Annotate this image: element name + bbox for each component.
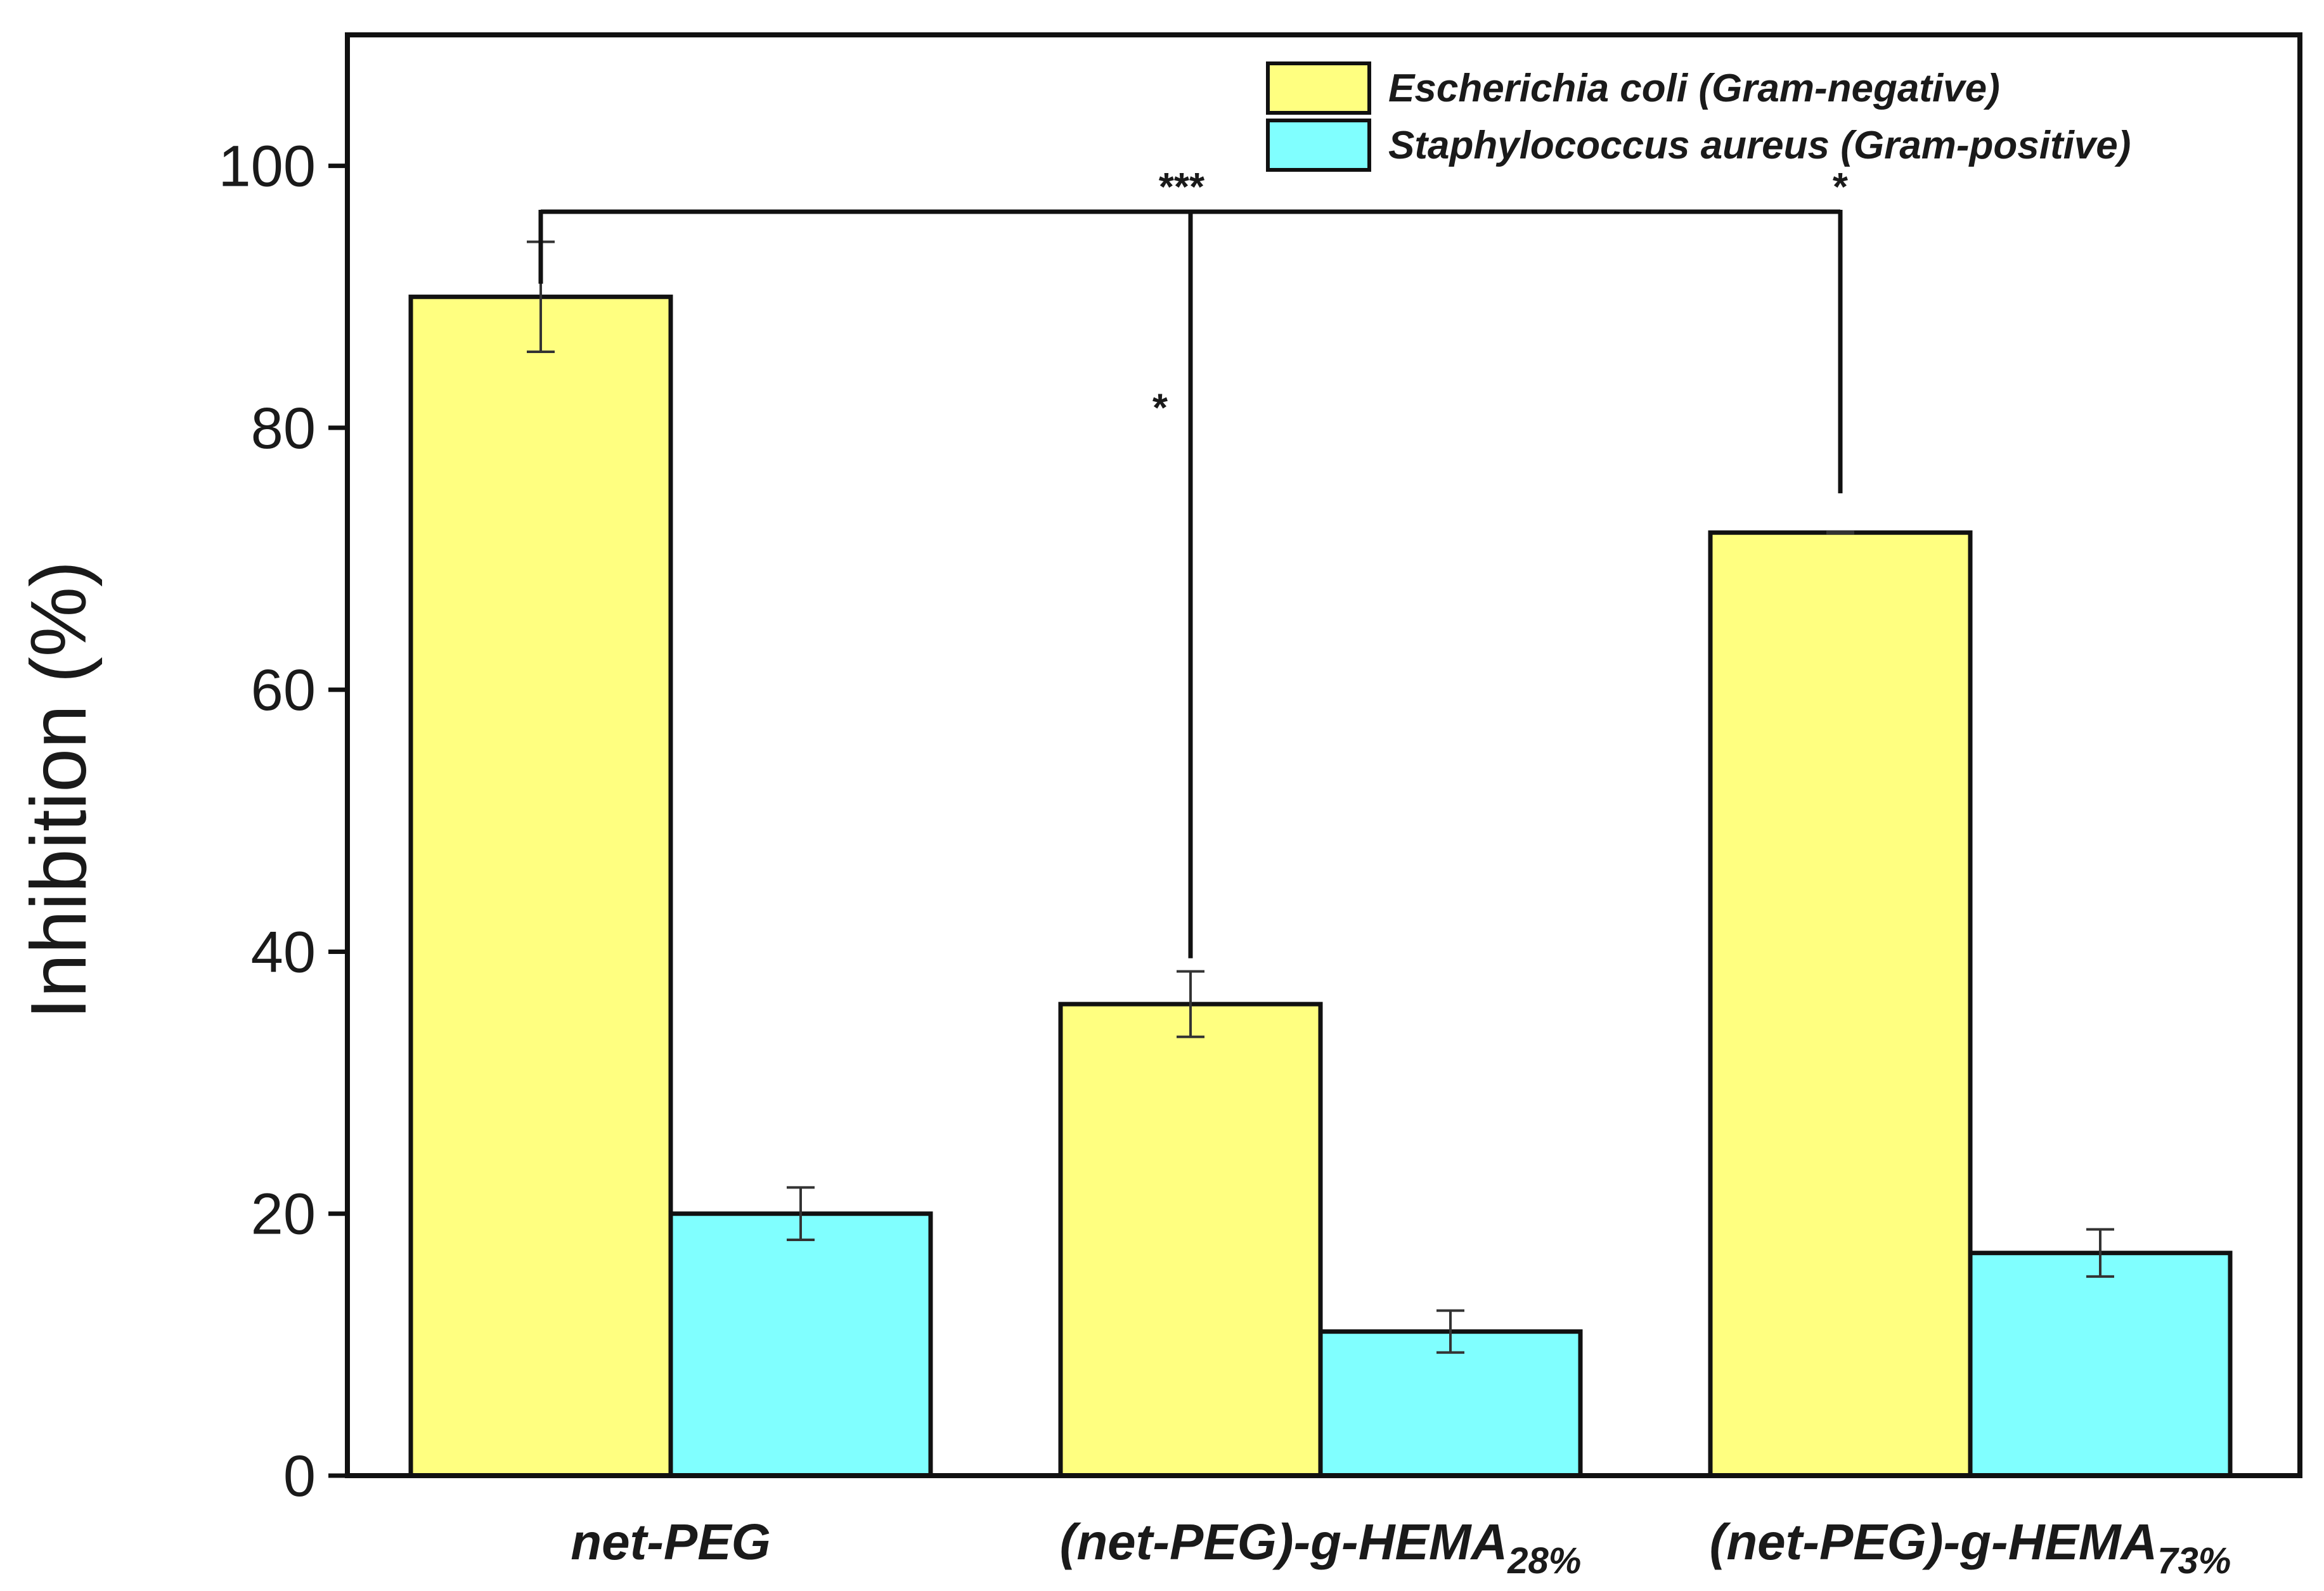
plot-frame — [345, 32, 2302, 1478]
y-tick-label: 20 — [251, 1182, 316, 1247]
x-category-label-1: (net-PEG)-g-HEMA28% — [1060, 1514, 1582, 1581]
bar-ecoli-2 — [1708, 530, 1973, 1478]
bar-ecoli-0 — [408, 294, 673, 1478]
x-category-main: (net-PEG)-g-HEMA — [1060, 1514, 1508, 1570]
y-tick-label: 40 — [251, 920, 316, 984]
legend-label-1: Staphylococcus aureus (Gram-positive) — [1388, 124, 2131, 167]
x-category-label-0: net-PEG — [571, 1514, 771, 1570]
bar-ecoli-1 — [1058, 1002, 1323, 1478]
x-category-main: net-PEG — [571, 1514, 771, 1570]
significance-label-1: *** — [1159, 165, 1205, 209]
significance-label-2: * — [1833, 165, 1849, 209]
significance-inner-label: * — [1152, 387, 1168, 430]
x-category-main: (net-PEG)-g-HEMA — [1710, 1514, 2158, 1570]
x-category-subscript: 73% — [2157, 1540, 2231, 1581]
y-tick-label: 100 — [219, 134, 316, 199]
chart-marks: 0 20 40 60 80 100 Inhibition (%) net-PEG (net-PE… — [15, 32, 2302, 1581]
bar-saureus-0 — [668, 1211, 933, 1478]
x-category-label-2: (net-PEG)-g-HEMA73% — [1710, 1514, 2231, 1581]
legend-label-0: Escherichia coli (Gram-negative) — [1388, 67, 2000, 110]
legend-swatch-0 — [1266, 61, 1371, 115]
y-tick-label: 80 — [251, 396, 316, 461]
legend-swatch-1 — [1266, 119, 1371, 172]
x-category-subscript: 28% — [1507, 1540, 1581, 1581]
y-tick-label: 0 — [283, 1444, 316, 1509]
bar-saureus-2 — [1968, 1251, 2233, 1478]
y-tick-label: 60 — [251, 658, 316, 723]
y-axis-label: Inhibition (%) — [15, 561, 103, 1020]
